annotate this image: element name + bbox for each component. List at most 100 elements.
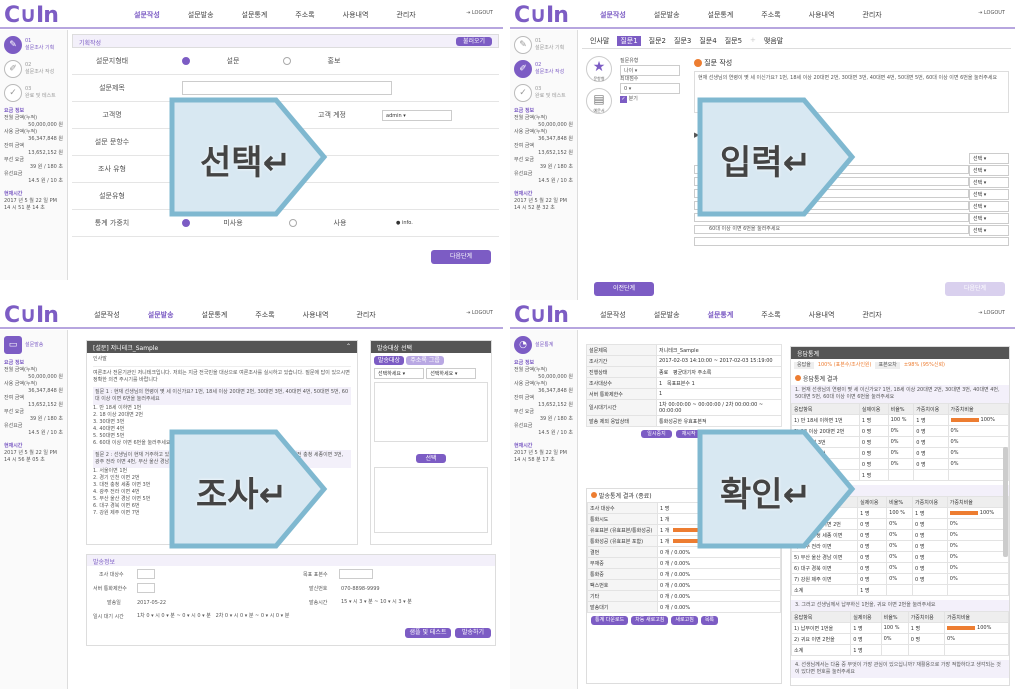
info-key: 일시대기시간 <box>586 399 657 416</box>
nav-address-book[interactable]: 주소록 <box>295 11 315 19</box>
document-icon[interactable]: ▤ 예문서 <box>586 88 612 114</box>
answer-add-input[interactable] <box>694 237 1009 246</box>
step-test[interactable]: ✓ 03 완료 및 테스트 <box>4 84 63 102</box>
nav-usage[interactable]: 사용내역 <box>302 311 329 319</box>
logout-button[interactable]: ⇥ LOGOUT <box>978 310 1005 316</box>
nav-survey-write[interactable]: 설문작성 <box>94 311 120 319</box>
star-icon[interactable]: ★ 문항형 <box>586 56 612 82</box>
selected-list[interactable] <box>374 467 488 533</box>
next-step-button[interactable]: 다음단계 <box>945 282 1005 296</box>
logout-button[interactable]: ⇥ LOGOUT <box>466 10 493 16</box>
tab-q1[interactable]: 질문1 <box>617 36 641 46</box>
nav-survey-send[interactable]: 설문발송 <box>653 311 680 319</box>
tab-q2[interactable]: 질문2 <box>648 37 667 45</box>
answer-select[interactable]: 선택 ▾ <box>969 225 1009 236</box>
nav-usage[interactable]: 사용내역 <box>342 11 369 19</box>
nav-survey-write[interactable]: 설문작성 <box>600 311 626 319</box>
answer-select[interactable]: 선택 ▾ <box>969 153 1009 164</box>
nav-admin[interactable]: 관리자 <box>356 311 376 319</box>
info-link[interactable]: ● info. <box>396 220 413 226</box>
step-plan[interactable]: ✎ 01 설문조사 기획 <box>4 36 63 54</box>
step-write[interactable]: ✐ 02 설문조사 작성 <box>514 60 573 78</box>
radio-promo[interactable] <box>283 57 291 65</box>
nav-survey-write[interactable]: 설문작성 <box>600 11 626 19</box>
sample-test-button[interactable]: 샘플 및 테스트 <box>405 628 451 638</box>
side-send[interactable]: ▭ 설문발송 <box>4 336 63 354</box>
step-test[interactable]: ✓ 03 완료 및 테스트 <box>514 84 573 102</box>
answer-input[interactable]: 60대 이상 이면 6번을 눌러주세요 <box>694 225 969 234</box>
logout-button[interactable]: ⇥ LOGOUT <box>466 310 493 316</box>
nav-admin[interactable]: 관리자 <box>862 311 882 319</box>
step-write[interactable]: ✐ 02 설문조사 작성 <box>4 60 63 78</box>
send-time-selects[interactable]: 15 ▾ 시 3 ▾ 분 ~ 10 ▾ 시 3 ▾ 분 <box>341 599 412 605</box>
account-select[interactable]: admin ▾ <box>382 109 452 121</box>
nav-survey-stats[interactable]: 설문통계 <box>707 11 734 19</box>
nav-address-book[interactable]: 주소록 <box>255 311 275 319</box>
nav-admin[interactable]: 관리자 <box>396 11 416 19</box>
target-count-input[interactable] <box>137 569 155 579</box>
answer-input[interactable] <box>694 213 969 222</box>
tab-q3[interactable]: 질문3 <box>674 37 692 45</box>
call-limit-input[interactable] <box>137 583 155 593</box>
refresh-button[interactable]: 새로고침 <box>671 616 698 625</box>
max-score-select[interactable]: 0 ▾ <box>620 83 680 94</box>
nav-survey-send[interactable]: 설문발송 <box>147 311 174 319</box>
next-step-button[interactable]: 다음단계 <box>431 250 491 264</box>
target-select-2[interactable]: 선택하세요 ▾ <box>426 368 477 379</box>
logout-button[interactable]: ⇥ LOGOUT <box>978 10 1005 16</box>
answer-input[interactable] <box>694 189 969 198</box>
answer-select[interactable]: 선택 ▾ <box>969 177 1009 188</box>
title-input[interactable] <box>182 81 392 95</box>
answer-select[interactable]: 선택 ▾ <box>969 201 1009 212</box>
tab-add[interactable]: + <box>750 36 756 44</box>
tab-q5[interactable]: 질문5 <box>724 37 743 45</box>
select-button[interactable]: 선택 <box>416 454 446 463</box>
nav-usage[interactable]: 사용내역 <box>808 311 835 319</box>
branch-checkbox[interactable]: ✓ <box>620 96 627 103</box>
tab-closing[interactable]: 맺음말 <box>763 37 784 45</box>
nav-survey-stats[interactable]: 설문통계 <box>241 11 268 19</box>
download-button[interactable]: 통계 다운로드 <box>591 616 629 625</box>
list-button[interactable]: 목록 <box>700 616 719 625</box>
radio-survey[interactable] <box>182 57 190 65</box>
nav-survey-send[interactable]: 설문발송 <box>653 11 680 19</box>
total-sample-input[interactable] <box>339 569 373 579</box>
answer-input[interactable] <box>694 201 969 210</box>
target-list[interactable] <box>374 382 488 442</box>
send-date[interactable]: 2017-05-22 <box>137 600 167 606</box>
tab-q4[interactable]: 질문4 <box>699 37 717 45</box>
target-select-1[interactable]: 선택하세요 ▾ <box>374 368 424 379</box>
info-value: 종료 <box>659 369 669 376</box>
nav-address-book[interactable]: 주소록 <box>761 11 781 19</box>
step-plan[interactable]: ✎ 01 설문조사 기획 <box>514 36 573 54</box>
pause-button[interactable]: 일시중지 <box>641 430 672 438</box>
nav-survey-send[interactable]: 설문발송 <box>187 11 214 19</box>
prev-step-button[interactable]: 이전단계 <box>594 282 654 296</box>
nav-survey-write[interactable]: 설문작성 <box>134 11 160 19</box>
question-type-select[interactable]: 나이 ▾ <box>620 65 680 76</box>
play-icon[interactable]: ▶ <box>694 131 700 139</box>
send-button[interactable]: 발송하기 <box>455 628 491 638</box>
answer-select[interactable]: 선택 ▾ <box>969 213 1009 224</box>
restart-button[interactable]: 재시작 <box>675 430 702 438</box>
answer-select[interactable]: 선택 ▾ <box>969 165 1009 176</box>
nav-survey-stats[interactable]: 설문통계 <box>707 311 734 319</box>
auto-refresh-button[interactable]: 차등 새로고침 <box>631 616 669 625</box>
scrollbar[interactable] <box>1003 447 1008 557</box>
cell-text: 0% <box>950 450 959 456</box>
tab-target[interactable]: 발송대상 <box>374 356 405 365</box>
nav-admin[interactable]: 관리자 <box>862 11 882 19</box>
column-header: 가중치비율 <box>947 403 1009 415</box>
nav-address-book[interactable]: 주소록 <box>761 311 781 319</box>
tab-address-group[interactable]: 주소록 그룹 <box>406 356 444 365</box>
answer-select[interactable]: 선택 ▾ <box>969 189 1009 200</box>
nav-usage[interactable]: 사용내역 <box>808 11 835 19</box>
wait-time-selects[interactable]: 1차 0 ▾ 시 0 ▾ 분 ~ 0 ▾ 시 0 ▾ 분 2차 0 ▾ 시 0 … <box>137 613 290 619</box>
collapse-icon[interactable]: ⌃ <box>345 343 351 350</box>
radio-weight-on[interactable] <box>289 219 297 227</box>
side-stats[interactable]: ◔ 설문통계 <box>514 336 573 354</box>
tab-greeting[interactable]: 인사말 <box>590 37 610 45</box>
radio-weight-off[interactable] <box>182 219 190 227</box>
nav-survey-stats[interactable]: 설문통계 <box>201 311 228 319</box>
load-button[interactable]: 불러오기 <box>456 37 492 46</box>
